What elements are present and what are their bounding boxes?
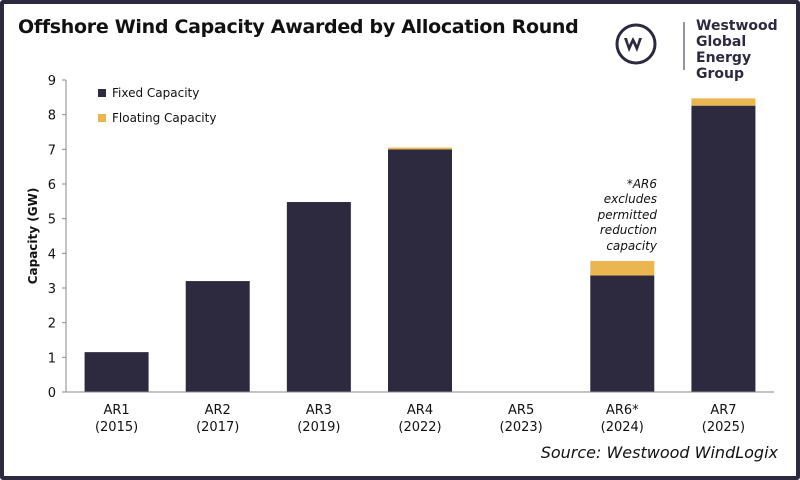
x-tick-label: AR7 (710, 403, 736, 418)
annotation-line: permitted (597, 208, 658, 222)
logo-w-icon (624, 37, 642, 52)
legend-label-fixed: Fixed Capacity (112, 86, 199, 100)
annotation-line: excludes (604, 192, 657, 206)
annotation-line: capacity (606, 239, 658, 253)
x-tick-label: AR2 (205, 403, 231, 418)
chart-title: Offshore Wind Capacity Awarded by Alloca… (18, 16, 579, 38)
x-tick-label: AR1 (103, 403, 129, 418)
logo-text: Westwood Global Energy Group (696, 18, 800, 82)
x-tick-sublabel: (2017) (196, 420, 239, 435)
x-tick-label: AR4 (407, 403, 433, 418)
y-tick-label: 8 (48, 109, 56, 124)
x-tick-label: AR5 (508, 403, 534, 418)
legend-swatch-fixed (98, 89, 106, 97)
x-tick-sublabel: (2015) (95, 420, 138, 435)
y-axis-label: Capacity (GW) (26, 188, 40, 285)
legend-swatch-floating (98, 114, 106, 122)
y-tick-label: 7 (48, 143, 56, 158)
y-tick-label: 5 (48, 213, 56, 228)
x-tick-label: AR6* (606, 403, 639, 418)
y-tick-label: 0 (48, 386, 56, 401)
x-tick-sublabel: (2025) (702, 420, 745, 435)
annotation-line: *AR6 (627, 177, 658, 191)
bar-fixed-ar7 (691, 105, 756, 393)
x-tick-label: AR3 (306, 403, 332, 418)
annotation: *AR6 excludes permitted reduction capaci… (597, 177, 658, 253)
bar-fixed-ar3 (286, 202, 351, 392)
bar-floating-ar6 (590, 260, 655, 276)
legend: Fixed Capacity Floating Capacity (98, 86, 216, 125)
bar-fixed-ar6 (590, 275, 655, 392)
x-tick-sublabel: (2019) (297, 420, 340, 435)
y-tick-label: 4 (48, 247, 56, 262)
logo-line: Global Energy (696, 34, 752, 66)
bar-fixed-ar2 (185, 281, 250, 392)
x-tick-sublabel: (2023) (500, 420, 543, 435)
bar-floating-ar4 (388, 147, 452, 150)
bar-fixed-ar1 (84, 352, 149, 392)
x-tick-sublabel: (2022) (398, 420, 441, 435)
logo-line: Westwood (696, 18, 778, 34)
y-tick-label: 6 (48, 178, 56, 193)
y-tick-label: 3 (48, 282, 56, 297)
y-tick-label: 9 (48, 74, 56, 89)
annotation-line: reduction (600, 223, 657, 237)
x-axis: AR1 (2015) AR2 (2017) AR3 (2019) AR4 (2022) AR5 (… (66, 391, 774, 435)
westwood-logo (615, 22, 685, 70)
bar-fixed-ar4 (388, 149, 452, 392)
y-axis: 0 1 2 3 4 5 6 7 8 9 (48, 74, 67, 401)
bars (84, 98, 756, 393)
logo-circle-icon (615, 23, 657, 65)
legend-label-floating: Floating Capacity (112, 111, 216, 125)
x-tick-sublabel: (2024) (601, 420, 644, 435)
source-note: Source: Westwood WindLogix (540, 443, 778, 462)
bar-floating-ar7 (691, 98, 756, 106)
logo-line: Group (696, 66, 745, 82)
y-tick-label: 1 (48, 351, 56, 366)
y-tick-label: 2 (48, 317, 56, 332)
